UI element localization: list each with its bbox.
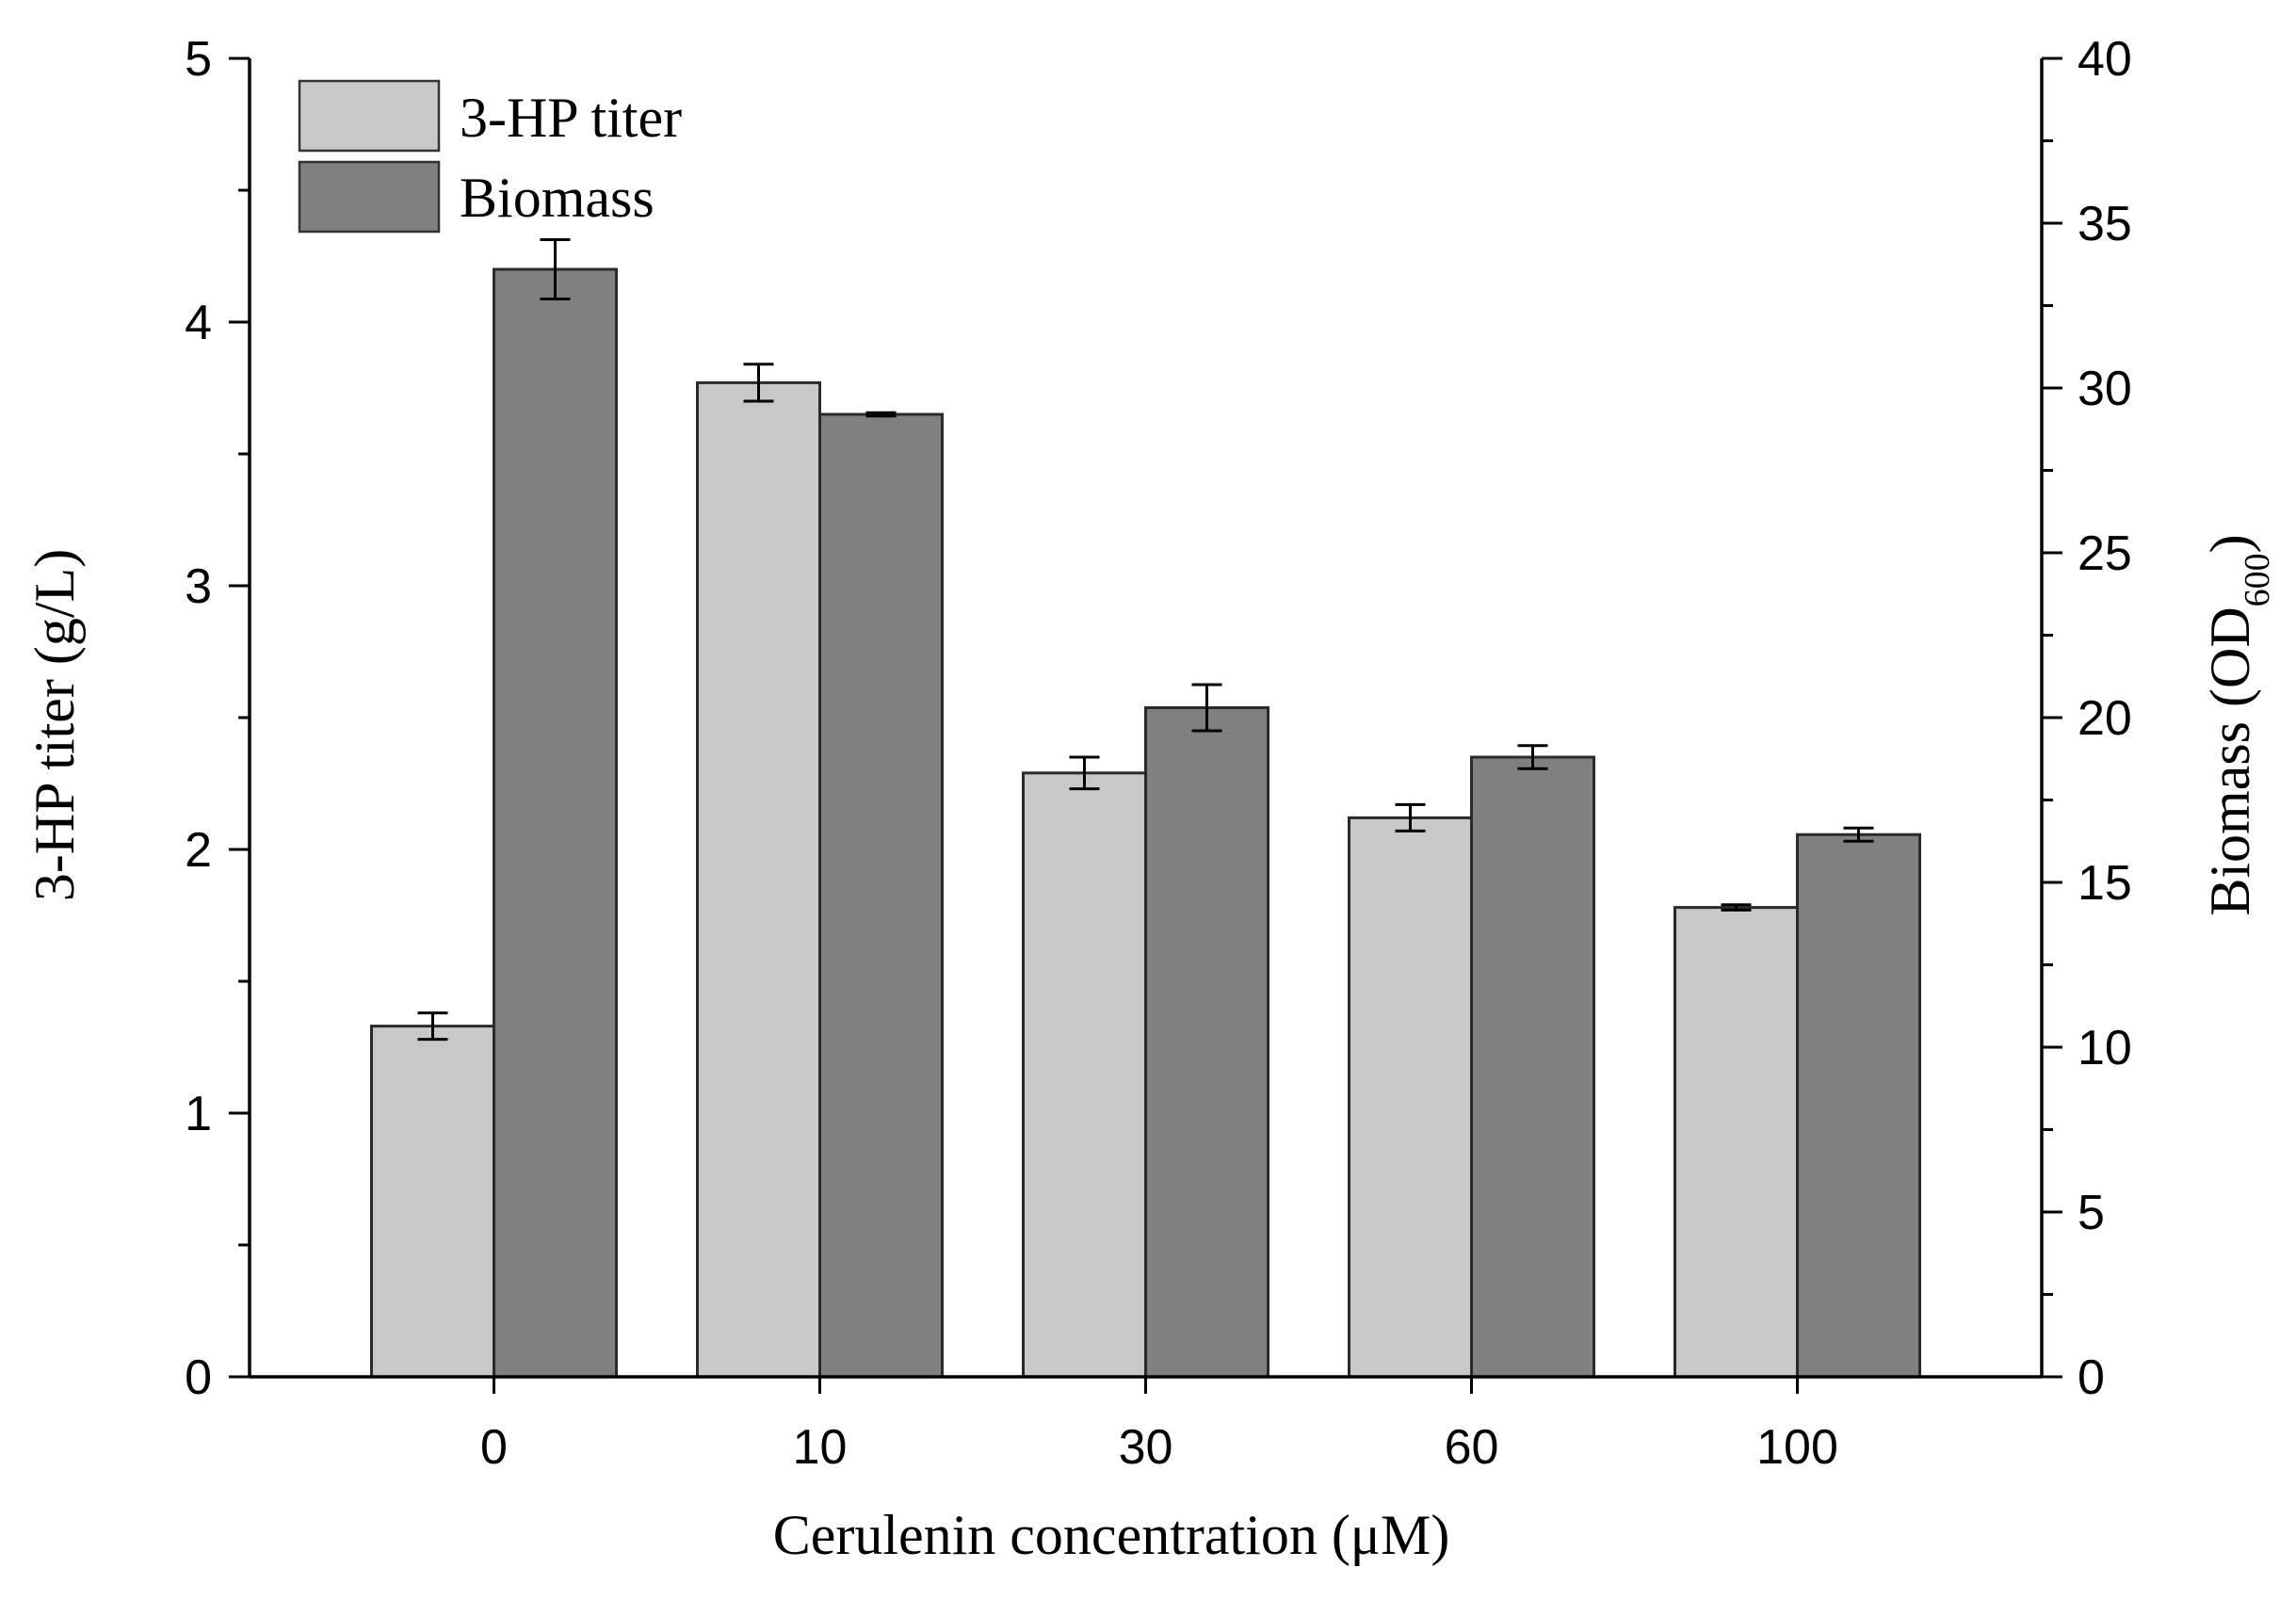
y-axis-title-right-main: Biomass (OD bbox=[2199, 606, 2261, 915]
y-tick-label-left-4: 4 bbox=[185, 296, 212, 350]
x-axis-title: Cerulenin concentration (μM) bbox=[773, 1504, 1450, 1566]
x-tick-label-100: 100 bbox=[1756, 1420, 1838, 1475]
bar-biomass-10 bbox=[818, 412, 944, 1379]
y-tick-label-right-5: 5 bbox=[2078, 1186, 2105, 1240]
bar-3-hp-titer-60 bbox=[1348, 816, 1473, 1379]
y-tick-label-right-0: 0 bbox=[2078, 1350, 2105, 1405]
bar-3-hp-titer-10 bbox=[696, 380, 821, 1379]
x-tick-label-60: 60 bbox=[1445, 1420, 1499, 1475]
bar-3-hp-titer-100 bbox=[1673, 906, 1799, 1379]
y-tick-label-right-10: 10 bbox=[2078, 1021, 2132, 1075]
error-bars-layer bbox=[417, 238, 1874, 1042]
y-tick-label-right-40: 40 bbox=[2078, 32, 2132, 87]
bar-3-hp-titer-30 bbox=[1022, 771, 1147, 1379]
ticks-layer: 0 10 30 60 100 0 1 2 3 4 5 0 5 10 15 20 25 30 35 40 bbox=[185, 32, 2132, 1475]
x-tick-label-0: 0 bbox=[480, 1420, 508, 1475]
bars-layer bbox=[370, 267, 1921, 1379]
y-tick-label-left-3: 3 bbox=[185, 559, 212, 614]
y-tick-label-right-15: 15 bbox=[2078, 856, 2132, 911]
legend-label-3hp-titer: 3-HP titer bbox=[460, 87, 682, 149]
y-axis-title-right-close: ) bbox=[2199, 534, 2261, 553]
y-tick-label-left-0: 0 bbox=[185, 1350, 212, 1405]
y-tick-label-right-20: 20 bbox=[2078, 691, 2132, 746]
bar-3-hp-titer-0 bbox=[370, 1025, 495, 1379]
y-axis-title-left: 3-HP titer (g/L) bbox=[24, 549, 86, 901]
y-tick-label-left-5: 5 bbox=[185, 32, 212, 87]
legend: 3-HP titer Biomass bbox=[298, 79, 682, 234]
x-tick-label-10: 10 bbox=[793, 1420, 848, 1475]
y-tick-label-left-1: 1 bbox=[185, 1087, 212, 1141]
y-axis-title-right: Biomass (OD600) bbox=[2199, 534, 2277, 915]
y-tick-label-left-2: 2 bbox=[185, 823, 212, 878]
y-axis-title-right-subscript: 600 bbox=[2238, 553, 2277, 606]
legend-swatch-3hp-titer bbox=[298, 79, 441, 153]
y-tick-label-right-30: 30 bbox=[2078, 362, 2132, 416]
bar-biomass-30 bbox=[1144, 706, 1269, 1379]
y-tick-label-right-25: 25 bbox=[2078, 526, 2132, 581]
y-tick-label-right-35: 35 bbox=[2078, 197, 2132, 251]
legend-swatch-biomass bbox=[298, 160, 441, 234]
bar-biomass-0 bbox=[493, 267, 618, 1379]
x-tick-label-30: 30 bbox=[1119, 1420, 1173, 1475]
legend-label-biomass: Biomass bbox=[460, 167, 655, 229]
bar-biomass-100 bbox=[1796, 832, 1921, 1379]
bar-biomass-60 bbox=[1470, 755, 1595, 1379]
